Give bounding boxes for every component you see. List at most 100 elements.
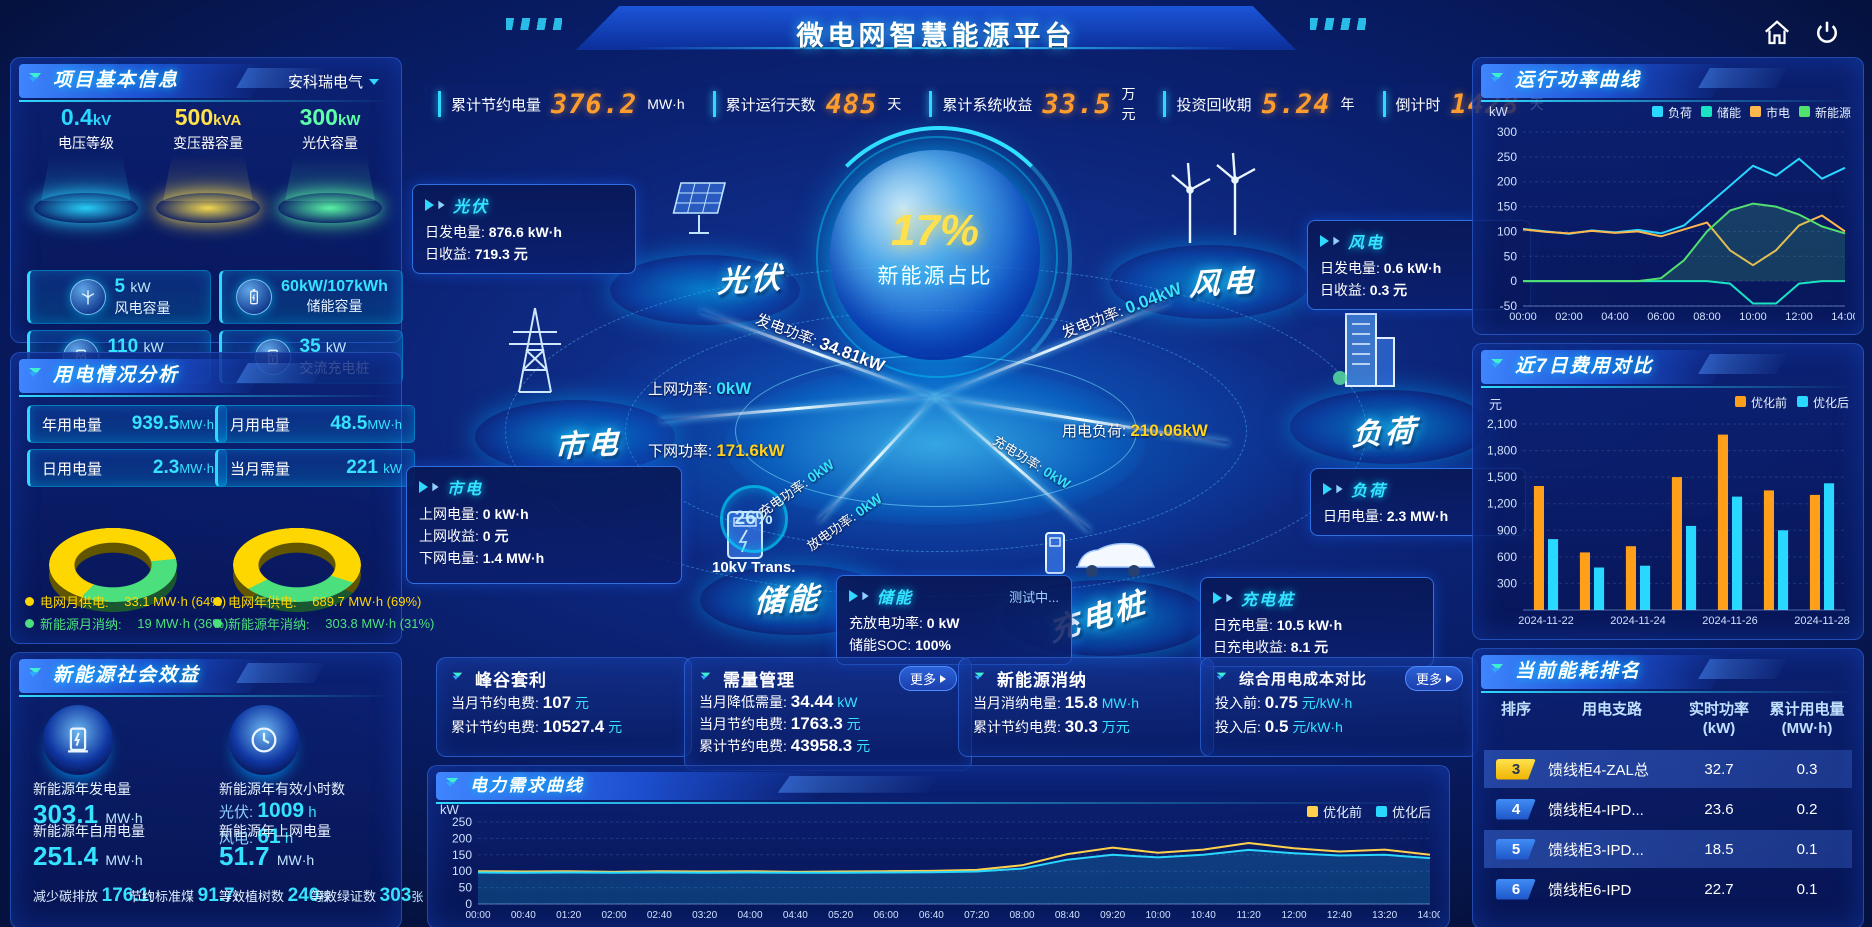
pad-grid	[475, 400, 675, 474]
table-row[interactable]: 5 馈线柜3-IPD... 18.5 0.1	[1484, 830, 1852, 868]
chevron-right-icon	[432, 482, 439, 492]
more-button[interactable]: 更多	[898, 666, 957, 691]
title-band	[576, 6, 1296, 50]
chevron-right-icon	[1323, 483, 1332, 495]
card-corner-icon	[700, 672, 711, 680]
card-renewable-consumption: 新能源消纳 当月消纳电量: 15.8 MW·h 累计节约电费: 30.3 万元	[958, 657, 1214, 757]
svg-text:100: 100	[1497, 224, 1517, 238]
legend-dot	[25, 619, 34, 628]
island-label-grid: 市电	[554, 426, 622, 465]
chevron-right-icon	[862, 591, 869, 601]
svg-text:1,800: 1,800	[1487, 444, 1517, 458]
island-label-load: 负荷	[1351, 414, 1419, 453]
panel-corner-icon	[29, 73, 41, 82]
svg-text:2024-11-28: 2024-11-28	[1794, 615, 1849, 627]
svg-text:12:00: 12:00	[1281, 910, 1306, 921]
card-cost-compare: 综合用电成本对比 更多 投入前: 0.75 元/kW·h 投入后: 0.5 元/…	[1200, 657, 1478, 757]
svg-text:06:40: 06:40	[919, 910, 944, 921]
company-selector[interactable]: 安科瑞电气	[288, 71, 379, 92]
ev-charger-icon	[1045, 532, 1156, 577]
flow-grid-import: 下网功率: 171.6kW	[648, 441, 785, 460]
svg-text:150: 150	[1497, 200, 1517, 214]
svg-text:07:20: 07:20	[964, 910, 989, 921]
demand-legend: 优化前 优化后	[1306, 802, 1431, 821]
table-row[interactable]: 4 馈线柜4-IPD... 23.6 0.2	[1484, 790, 1852, 828]
rank-badge: 4	[1496, 798, 1536, 820]
charger-info-box: 充电桩 日充电量: 10.5 kW·h 日充电收益: 8.1 元	[1200, 577, 1434, 667]
fee-axis-unit: 元	[1489, 397, 1503, 412]
more-button[interactable]: 更多	[1404, 666, 1463, 691]
fee-legend: 优化前 优化后	[1734, 394, 1849, 411]
svg-text:2024-11-22: 2024-11-22	[1518, 615, 1573, 627]
panel-demand-curve: 电力需求曲线 优化前 优化后 kW 250 200 150 100 50 0 00:00 00…	[427, 765, 1450, 927]
svg-text:1,500: 1,500	[1487, 470, 1517, 484]
table-row[interactable]: 3 馈线柜4-ZAL总 32.7 0.3	[1484, 750, 1852, 788]
legend-swatch	[1306, 806, 1318, 817]
social-feed-in: 新能源年上网电量 51.7 MW·h	[219, 823, 331, 871]
svg-text:200: 200	[452, 831, 472, 845]
renewable-share-orb: 17% 新能源占比	[830, 150, 1040, 360]
home-button[interactable]	[1762, 18, 1792, 48]
stat-year-usage: 年用电量 939.5MW·h	[27, 405, 227, 443]
transformer-load-pct: 26%	[719, 485, 788, 553]
arrow-right-icon	[940, 674, 946, 683]
panel-corner-icon	[1491, 359, 1503, 368]
title-decor-right	[1310, 18, 1366, 30]
battery-icon	[236, 279, 273, 315]
chevron-right-icon	[438, 200, 445, 210]
power-button[interactable]	[1812, 18, 1842, 48]
pv-info-box: 光伏 日发电量: 876.6 kW·h 日收益: 719.3 元	[412, 184, 636, 274]
year-donut-legend: 电网年供电: 689.7 MW·h (69%) 新能源年消纳: 303.8 MW…	[213, 589, 434, 636]
demand-axis-unit: kW	[440, 802, 459, 817]
social-trees-equivalent: 等效植树数 240棵	[219, 885, 332, 906]
stat-day-usage: 日用电量 2.3MW·h	[27, 449, 227, 487]
social-annual-generation: 新能源年发电量 303.1 MW·h	[33, 705, 143, 830]
panel-corner-icon	[29, 368, 41, 377]
svg-text:12:00: 12:00	[1785, 311, 1813, 323]
panel-corner-icon	[1491, 73, 1503, 82]
storage-status-badge: 测试中...	[1009, 589, 1059, 605]
table-row[interactable]: 6 馈线柜6-IPD 22.7 0.1	[1484, 870, 1852, 908]
panel-corner-icon	[1491, 664, 1503, 673]
wind-turbines-icon	[1171, 152, 1256, 243]
panel-fee-compare: 近7日费用对比 元 优化前 优化后 2,100 1,800 1,500 1,200 90…	[1472, 343, 1864, 640]
svg-text:01:20: 01:20	[556, 910, 581, 921]
chevron-right-icon	[425, 199, 434, 211]
pad-pv	[610, 255, 800, 325]
legend-dot	[213, 619, 222, 628]
company-name: 安科瑞电气	[287, 74, 363, 91]
year-energy-donut	[223, 491, 373, 613]
fee-compare-chart: 2,100 1,800 1,500 1,200 900 600 300 2024-11-22 2…	[1481, 416, 1855, 628]
svg-text:11:20: 11:20	[1237, 910, 1262, 921]
card-corner-icon	[1216, 672, 1227, 680]
svg-text:50: 50	[459, 881, 473, 895]
svg-text:2,100: 2,100	[1487, 417, 1517, 431]
chevron-right-icon	[849, 590, 858, 602]
svg-text:04:00: 04:00	[1601, 311, 1629, 323]
island-label-wind: 风电	[1189, 264, 1257, 303]
panel-title: 用电情况分析	[53, 365, 180, 386]
social-effective-hours: 新能源年有效小时数 光伏: 1009 h 风电: 61 h	[219, 705, 345, 851]
demand-curve-chart: 250 200 150 100 50 0 00:00 00:40 01:20 02:00 02:40…	[436, 814, 1443, 922]
title-decor-left	[506, 18, 562, 30]
svg-text:04:00: 04:00	[737, 910, 762, 921]
rank-badge: 5	[1496, 838, 1536, 860]
panel-title: 近7日费用对比	[1515, 356, 1654, 377]
panel-title: 电力需求曲线	[470, 776, 584, 795]
svg-text:06:00: 06:00	[873, 910, 898, 921]
svg-text:-50: -50	[1500, 299, 1518, 313]
core-arc	[806, 126, 1072, 392]
svg-text:2024-11-24: 2024-11-24	[1610, 615, 1665, 627]
svg-text:50: 50	[1504, 249, 1518, 263]
core-ring	[816, 136, 1058, 378]
svg-text:900: 900	[1497, 523, 1517, 537]
svg-text:08:40: 08:40	[1055, 910, 1080, 921]
stat-month-demand: 当月需量 221 kW	[215, 449, 415, 487]
chevron-right-icon	[1226, 593, 1233, 603]
legend-swatch	[1796, 396, 1808, 407]
svg-text:03:20: 03:20	[692, 910, 717, 921]
run-power-legend: 负荷 储能 市电 新能源	[1651, 104, 1851, 121]
svg-text:09:20: 09:20	[1100, 910, 1125, 921]
arrow-right-icon	[1446, 674, 1452, 683]
